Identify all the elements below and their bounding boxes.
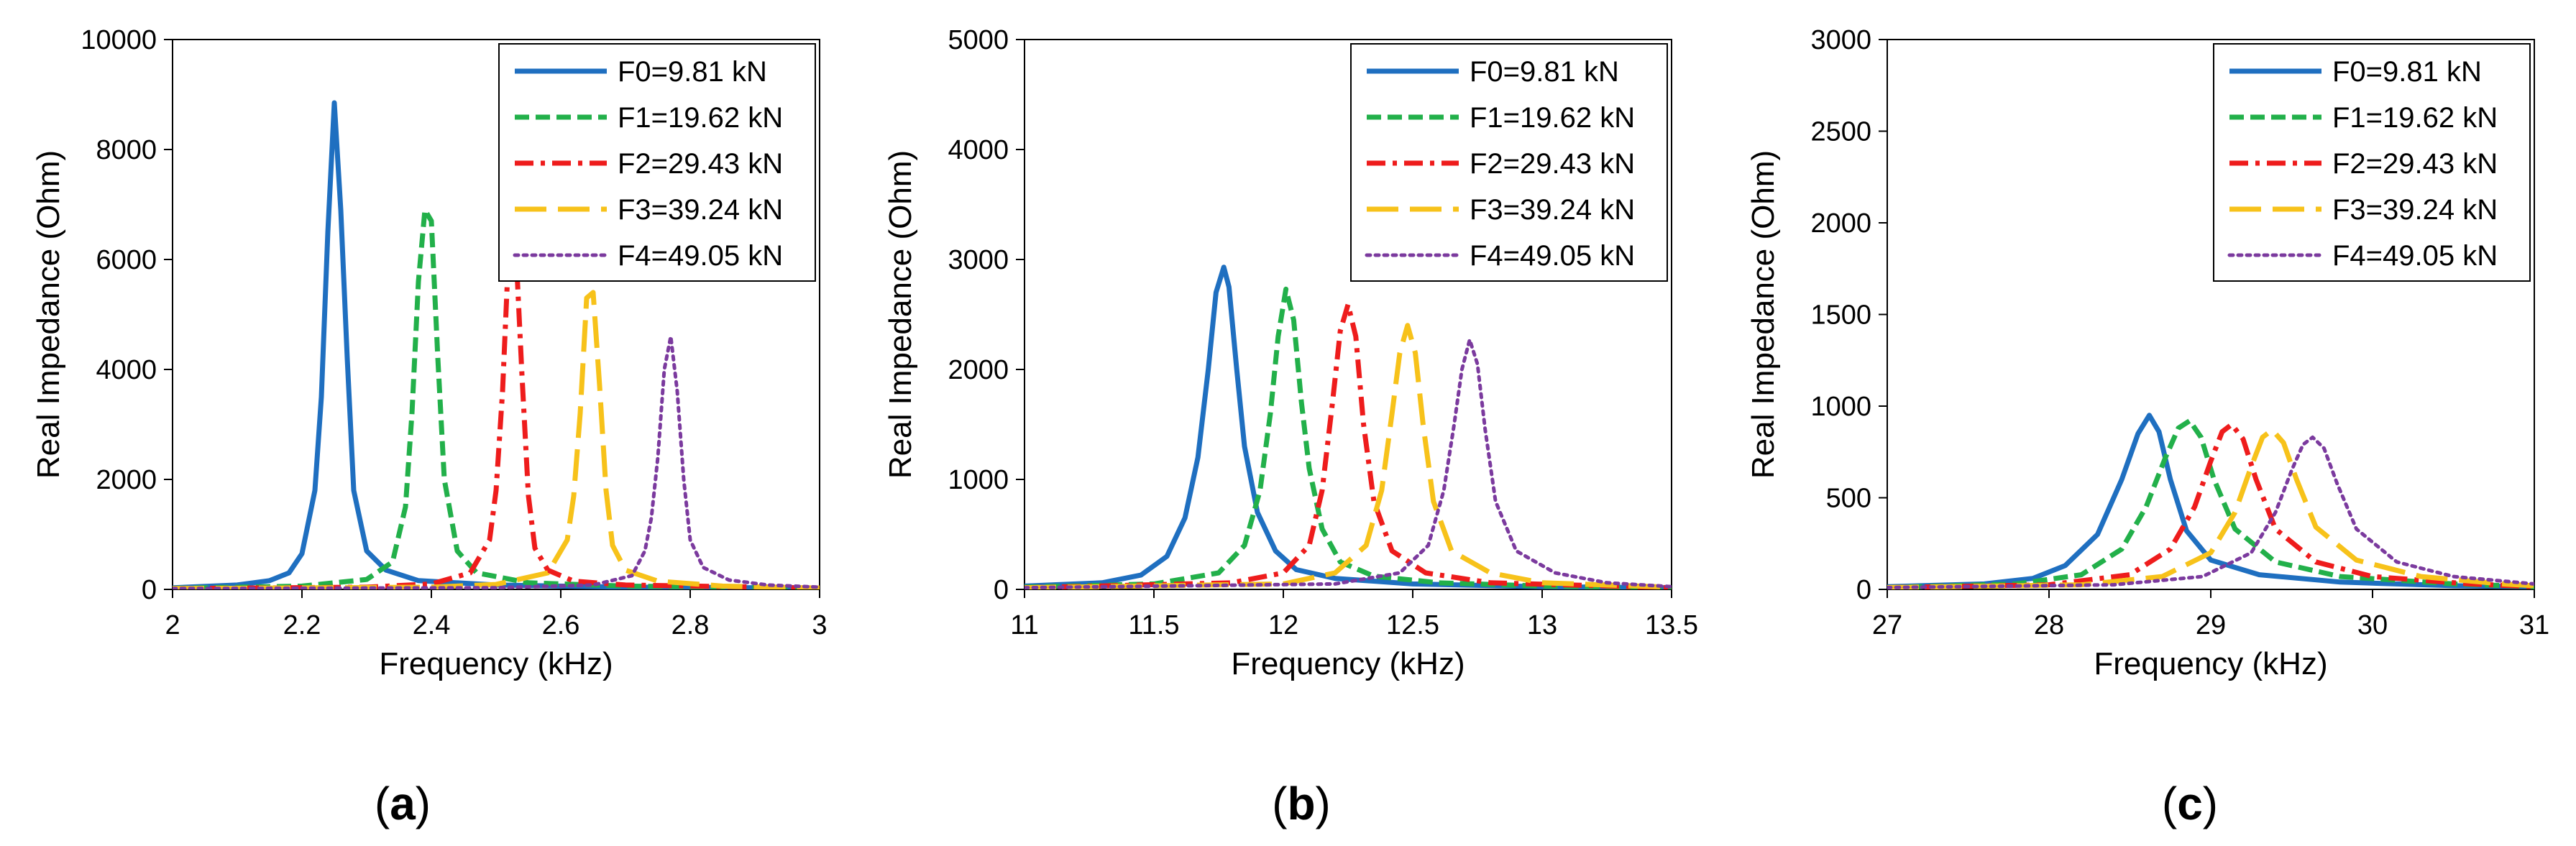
x-tick-label: 12.5	[1386, 610, 1439, 640]
chart-panel-c: 27 28 29 30 31 0 500 1000 1500 2000 2500 3000 Freque…	[1746, 25, 2549, 681]
legend-label-f0: F0=9.81 kN	[1470, 56, 1619, 88]
y-tick-label: 0	[994, 575, 1009, 605]
series-line-f3	[1887, 427, 2534, 589]
legend: F0=9.81 kN F1=19.62 kN F2=29.43 kN F3=39.24…	[2213, 43, 2531, 282]
series-line-f3	[1025, 323, 1672, 589]
legend-label-f2: F2=29.43 kN	[618, 148, 783, 180]
series-line-f2	[1025, 302, 1672, 589]
series-line-f0	[1025, 265, 1672, 589]
panel-label-c: (c)	[2162, 778, 2218, 829]
legend-label-f1: F1=19.62 kN	[2332, 102, 2498, 134]
x-tick-label: 30	[2357, 610, 2388, 640]
legend-label-f1: F1=19.62 kN	[1470, 102, 1635, 134]
legend-label-f1: F1=19.62 kN	[618, 102, 783, 134]
legend-label-f3: F3=39.24 kN	[1470, 194, 1635, 226]
panel-label-b: (b)	[1272, 778, 1331, 829]
legend-label-f2: F2=29.43 kN	[2332, 148, 2498, 180]
x-tick-label: 12	[1268, 610, 1298, 640]
y-tick-label: 2500	[1810, 117, 1871, 147]
legend-label-f2: F2=29.43 kN	[1470, 148, 1635, 180]
x-tick-label: 3	[812, 610, 827, 640]
y-tick-label: 3000	[948, 245, 1009, 275]
y-axis-label: Real Impedance (Ohm)	[1746, 150, 1781, 479]
legend-label-f0: F0=9.81 kN	[2332, 56, 2482, 88]
series-line-f1	[173, 207, 820, 589]
x-axis-label: Frequency (kHz)	[1231, 646, 1465, 681]
y-tick-label: 1000	[948, 465, 1009, 495]
x-tick-label: 2.8	[671, 610, 710, 640]
x-tick-label: 13	[1527, 610, 1557, 640]
series-line-f0	[1887, 413, 2534, 589]
legend-label-f4: F4=49.05 kN	[1470, 240, 1635, 272]
x-tick-label: 31	[2519, 610, 2549, 640]
y-tick-label: 3000	[1810, 25, 1871, 55]
panel-label-a: (a)	[375, 778, 431, 829]
y-tick-label: 4000	[96, 355, 157, 385]
x-axis-label: Frequency (kHz)	[2094, 646, 2327, 681]
x-tick-label: 13.5	[1645, 610, 1698, 640]
series-line-f4	[1025, 338, 1672, 589]
y-tick-label: 8000	[96, 135, 157, 165]
series-line-f4	[173, 334, 820, 589]
legend: F0=9.81 kN F1=19.62 kN F2=29.43 kN F3=39.24…	[1350, 43, 1668, 282]
legend-label-f3: F3=39.24 kN	[618, 194, 783, 226]
y-axis-label: Real Impedance (Ohm)	[31, 150, 66, 479]
legend-label-f3: F3=39.24 kN	[2332, 194, 2498, 226]
x-tick-label: 11	[1010, 610, 1038, 640]
x-tick-label: 27	[1872, 610, 1902, 640]
x-tick-label: 2	[165, 610, 180, 640]
y-tick-label: 2000	[948, 355, 1009, 385]
series-line-f0	[173, 100, 820, 589]
legend-box	[1350, 43, 1668, 282]
series-line-f2	[173, 237, 820, 589]
y-tick-label: 2000	[1810, 208, 1871, 239]
series-line-f1	[1025, 286, 1672, 589]
y-tick-label: 6000	[96, 245, 157, 275]
legend: F0=9.81 kN F1=19.62 kN F2=29.43 kN F3=39.24…	[498, 43, 816, 282]
x-tick-label: 28	[2034, 610, 2064, 640]
legend-label-f4: F4=49.05 kN	[2332, 240, 2498, 272]
y-tick-label: 0	[1856, 575, 1871, 605]
series-line-f3	[173, 290, 820, 589]
y-tick-label: 5000	[948, 25, 1009, 55]
legend-label-f4: F4=49.05 kN	[618, 240, 783, 272]
x-tick-label: 11.5	[1128, 610, 1179, 640]
y-tick-label: 1000	[1810, 392, 1871, 422]
chart-panel-a: 2 2.2 2.4 2.6 2.8 3 0 2000 4000 6000 8000 10000 Freq…	[31, 25, 828, 681]
plot-area-frame	[1024, 39, 1672, 590]
series-line-f2	[1887, 422, 2534, 589]
series-line-f1	[1887, 418, 2534, 589]
x-tick-label: 29	[2196, 610, 2226, 640]
plot-area-frame	[172, 39, 820, 590]
legend-box	[498, 43, 816, 282]
series-line-f4	[1887, 435, 2534, 589]
y-axis-label: Real Impedance (Ohm)	[883, 150, 918, 479]
y-tick-label: 1500	[1810, 300, 1871, 331]
y-tick-label: 2000	[96, 465, 157, 495]
x-tick-label: 2.6	[542, 610, 580, 640]
y-tick-label: 500	[1826, 484, 1871, 514]
y-tick-label: 4000	[948, 135, 1009, 165]
x-axis-label: Frequency (kHz)	[379, 646, 613, 681]
chart-panel-b: 11 11.5 12 12.5 13 13.5 0 1000 2000 3000 4000 5000 F…	[883, 25, 1698, 681]
y-tick-label: 0	[142, 575, 157, 605]
x-tick-label: 2.4	[413, 610, 451, 640]
legend-box	[2213, 43, 2531, 282]
x-tick-label: 2.2	[283, 610, 321, 640]
legend-label-f0: F0=9.81 kN	[618, 56, 767, 88]
y-tick-label: 10000	[81, 25, 157, 55]
